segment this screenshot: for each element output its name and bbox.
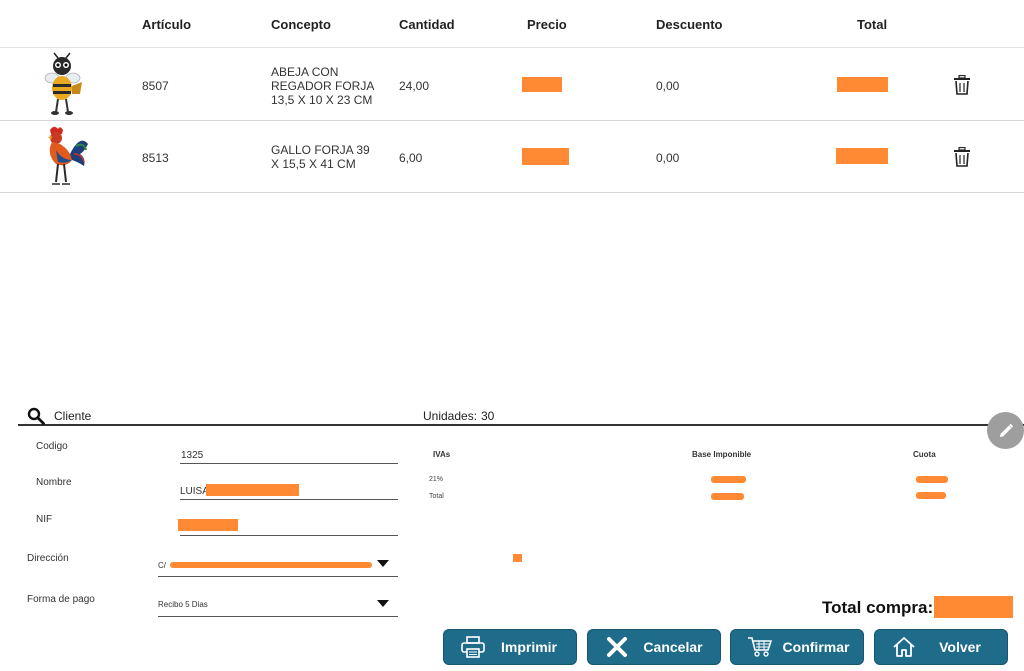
descuento-value: 0,00 — [656, 79, 680, 93]
trash-icon[interactable] — [953, 147, 971, 167]
trash-icon[interactable] — [953, 75, 971, 95]
unidades-value: 30 — [481, 409, 495, 423]
direccion-prefix: C/ — [158, 561, 166, 570]
table-row[interactable]: 8507 ABEJA CON REGADOR FORJA 13,5 X 10 X… — [0, 49, 1024, 121]
precio-redacted — [522, 77, 562, 92]
direccion-label: Dirección — [27, 553, 69, 564]
volver-button[interactable]: Volver — [874, 629, 1008, 665]
cantidad-value: 6,00 — [399, 151, 423, 165]
header-articulo: Artículo — [142, 17, 192, 32]
iva-total-label: Total — [429, 493, 444, 500]
bee-figure-image — [44, 52, 82, 115]
iva-rate: 21% — [429, 476, 444, 483]
header-concepto: Concepto — [271, 17, 331, 32]
codigo-label: Codigo — [36, 441, 68, 452]
confirmar-button[interactable]: Confirmar — [730, 629, 864, 665]
codigo-field[interactable]: 1325 — [181, 450, 204, 461]
direccion-underline — [158, 576, 398, 577]
search-icon[interactable] — [27, 407, 45, 425]
codigo-underline — [180, 463, 398, 464]
nif-label: NIF — [36, 514, 53, 525]
nombre-underline — [180, 499, 398, 500]
nombre-field[interactable]: LUISA — [180, 486, 209, 497]
nombre-label: Nombre — [36, 477, 72, 488]
header-precio: Precio — [527, 17, 567, 32]
header-total: Total — [857, 17, 888, 32]
client-header: Cliente Unidades: 30 — [18, 404, 1024, 426]
printer-icon — [461, 636, 485, 658]
forma-pago-label: Forma de pago — [27, 594, 95, 605]
imprimir-button[interactable]: Imprimir — [443, 629, 577, 665]
concepto-text: GALLO FORJA 39 X 15,5 X 41 CM — [271, 143, 370, 171]
direccion-dropdown-icon[interactable] — [377, 560, 389, 568]
redacted-mark — [513, 554, 522, 562]
rooster-figure-image — [48, 126, 88, 185]
total-redacted — [836, 148, 888, 164]
base-total-redacted — [711, 493, 744, 500]
cancelar-button[interactable]: Cancelar — [587, 629, 721, 665]
cancelar-label: Cancelar — [643, 639, 703, 655]
articulo-code: 8513 — [142, 151, 169, 165]
unidades-label: Unidades: — [423, 409, 478, 423]
table-header: Artículo Concepto Cantidad Precio Descue… — [0, 0, 1024, 48]
cuota-redacted — [916, 476, 948, 483]
base-imponible-header: Base Imponible — [692, 450, 752, 459]
total-compra-label: Total compra: — [822, 598, 934, 617]
cantidad-value: 24,00 — [399, 79, 430, 93]
nombre-redacted — [206, 484, 299, 496]
ivas-header: IVAs — [433, 450, 451, 459]
concepto-text: ABEJA CON REGADOR FORJA 13,5 X 10 X 23 C… — [271, 65, 374, 107]
forma-pago-select[interactable]: Recibo 5 Dias — [158, 600, 208, 609]
table-row[interactable]: 8513 GALLO FORJA 39 X 15,5 X 41 CM 6,00 … — [0, 121, 1024, 193]
edit-button[interactable] — [987, 412, 1024, 449]
precio-redacted — [522, 148, 569, 165]
imprimir-label: Imprimir — [500, 639, 557, 655]
header-descuento: Descuento — [656, 17, 723, 32]
nif-underline — [180, 535, 398, 536]
total-redacted — [837, 77, 888, 92]
forma-pago-dropdown-icon[interactable] — [377, 600, 389, 608]
client-title: Cliente — [54, 409, 92, 423]
volver-label: Volver — [939, 639, 981, 655]
forma-pago-underline — [158, 616, 398, 617]
confirmar-label: Confirmar — [782, 639, 850, 655]
home-icon — [893, 637, 915, 657]
base-redacted — [711, 476, 746, 483]
header-cantidad: Cantidad — [399, 17, 455, 32]
nif-redacted — [178, 519, 238, 531]
cuota-total-redacted — [916, 492, 946, 499]
pencil-icon — [999, 423, 1013, 437]
descuento-value: 0,00 — [656, 151, 680, 165]
total-compra-redacted — [934, 596, 1013, 618]
close-icon — [607, 637, 627, 657]
direccion-redacted — [170, 562, 372, 568]
articulo-code: 8507 — [142, 79, 169, 93]
cart-icon — [748, 637, 773, 657]
cuota-header: Cuota — [913, 450, 936, 459]
